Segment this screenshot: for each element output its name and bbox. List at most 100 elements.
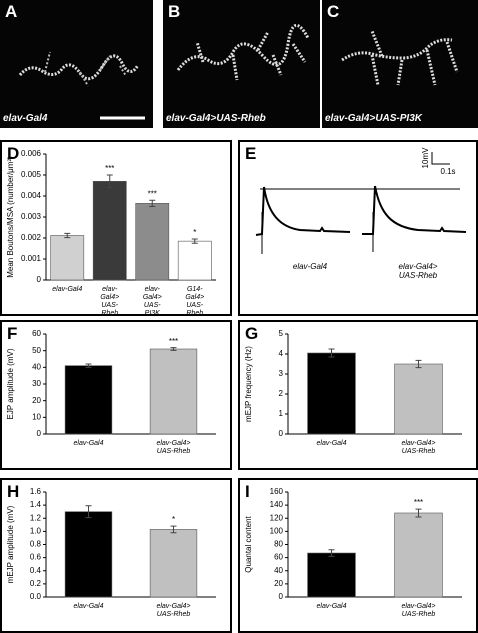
micrograph <box>18 51 145 120</box>
bar <box>177 240 212 281</box>
chart: 0.0 0.2 0.4 0.6 0.8 1.0 1.2 1.4 1.6 mEJP amplitud… <box>6 487 216 601</box>
y-tick-label: 60 <box>32 329 41 338</box>
error-bar <box>106 174 113 189</box>
bar <box>50 235 85 281</box>
chart: 0 20 40 60 80 100 120 140 160 Quantal content *** <box>244 487 462 601</box>
y-tick-label: 1.0 <box>30 526 42 535</box>
trace-label: elav-Gal4 <box>292 262 328 271</box>
y-tick-label: 40 <box>274 566 283 575</box>
x-tick-label: elav-Gal4> UAS-Rheb <box>156 603 191 618</box>
significance: *** <box>148 189 157 198</box>
micrograph <box>341 30 459 86</box>
y-axis-label: mEJP frequency (Hz) <box>244 346 253 422</box>
x-tick-label: elav-Gal4 <box>73 440 104 447</box>
y-tick-label: 0.6 <box>30 553 42 562</box>
x-tick-label: G14-Gal4> UAS-Rheb <box>185 286 205 317</box>
y-tick-label: 50 <box>32 346 41 355</box>
x-tick-label: elav-Gal4> UAS-Rheb <box>401 603 436 618</box>
x-tick-label: elav-Gal4> UAS-Rheb <box>156 440 191 455</box>
x-tick-label: elav-Gal4 <box>52 286 83 293</box>
trace <box>255 186 351 236</box>
error-bar <box>415 359 422 369</box>
significance: *** <box>105 164 114 173</box>
y-tick-label: 0.004 <box>21 191 42 200</box>
image-panel: C elav-Gal4>UAS-PI3K <box>322 0 478 128</box>
y-axis-label: Quantal content <box>244 515 253 572</box>
x-tick-label: elav-Gal4 <box>316 440 347 447</box>
y-tick-label: 0.4 <box>30 566 42 575</box>
significance: *** <box>169 337 178 346</box>
panel-letter: H <box>7 482 20 501</box>
image-label: elav-Gal4>UAS-PI3K <box>325 113 422 124</box>
y-tick-label: 0.006 <box>21 149 42 158</box>
chart-panel: 0 20 40 60 80 100 120 140 160 Quantal content *** I… <box>238 478 478 633</box>
scale-label: 10mV <box>421 147 430 169</box>
error-bar <box>415 508 422 518</box>
error-bar <box>149 199 156 207</box>
traces: 10mV 0.1s <box>255 147 467 254</box>
y-tick-label: 1 <box>279 409 284 418</box>
y-axis-label: EJP amplitude (mV) <box>6 348 15 419</box>
y-tick-label: 0 <box>37 275 42 284</box>
bar <box>307 552 356 598</box>
panel-letter: I <box>245 482 250 501</box>
bar <box>135 203 170 281</box>
y-tick-label: 80 <box>274 540 283 549</box>
image-panel: B elav-Gal4>UAS-Rheb <box>163 0 320 128</box>
image-label: elav-Gal4>UAS-Rheb <box>166 113 266 124</box>
x-tick-label: elav-Gal4> UAS-Rheb <box>100 286 120 317</box>
neuron <box>176 24 310 81</box>
y-tick-label: 0.001 <box>21 254 42 263</box>
x-tick-label: elav-Gal4 <box>73 603 104 610</box>
significance: * <box>193 228 196 237</box>
panel-letter: F <box>7 324 18 343</box>
trace-label: elav-Gal4> UAS-Rheb <box>398 262 438 280</box>
y-tick-label: 0.003 <box>21 212 42 221</box>
y-tick-label: 0 <box>279 429 284 438</box>
y-tick-label: 40 <box>32 362 41 371</box>
bar <box>64 365 113 435</box>
error-bar <box>328 348 335 358</box>
bar <box>149 529 198 598</box>
error-bar <box>191 238 198 244</box>
error-bar <box>170 347 177 351</box>
y-tick-label: 1.4 <box>30 500 42 509</box>
panel-letter: C <box>327 2 340 21</box>
y-tick-label: 2 <box>279 389 284 398</box>
y-axis-label: Mean Boutons/MSA (number/μm²) <box>6 156 15 278</box>
y-tick-label: 0.002 <box>21 233 42 242</box>
y-tick-label: 1.6 <box>30 487 42 496</box>
y-tick-label: 100 <box>270 526 284 535</box>
y-tick-label: 0.005 <box>21 170 42 179</box>
y-tick-label: 4 <box>279 349 284 358</box>
y-tick-label: 0.0 <box>30 592 42 601</box>
chart-panel: 0.0 0.2 0.4 0.6 0.8 1.0 1.2 1.4 1.6 mEJP amplitud… <box>0 478 232 633</box>
y-tick-label: 160 <box>270 487 284 496</box>
significance: * <box>172 515 175 524</box>
chart-panel: 0 0.001 0.002 0.003 0.004 0.005 0.006 Mean Bout… <box>0 140 232 317</box>
y-axis-label: mEJP amplitude (mV) <box>6 505 15 583</box>
y-tick-label: 60 <box>274 553 283 562</box>
neuron <box>341 30 459 86</box>
chart: 0 1 2 3 4 5 mEJP frequency (Hz) <box>244 329 462 438</box>
significance: *** <box>414 498 423 507</box>
y-tick-label: 0.8 <box>30 540 42 549</box>
y-tick-label: 0 <box>37 429 42 438</box>
bar <box>307 352 356 435</box>
x-tick-label: elav-Gal4> UAS-PI3K <box>142 286 162 317</box>
panel-letter: G <box>245 324 259 343</box>
neuron <box>18 54 140 81</box>
y-tick-label: 1.2 <box>30 513 42 522</box>
error-bar <box>328 549 335 557</box>
image-panel: A elav-Gal4 <box>0 0 153 128</box>
y-tick-label: 10 <box>32 412 41 421</box>
error-bar <box>85 363 92 368</box>
error-bar <box>170 525 177 534</box>
y-tick-label: 120 <box>270 513 284 522</box>
panel-letter: B <box>168 2 181 21</box>
x-tick-label: elav-Gal4 <box>316 603 347 610</box>
micrograph <box>176 24 310 81</box>
panel-letter: D <box>7 144 20 163</box>
trace <box>362 185 467 235</box>
panel-letter: E <box>245 144 257 163</box>
